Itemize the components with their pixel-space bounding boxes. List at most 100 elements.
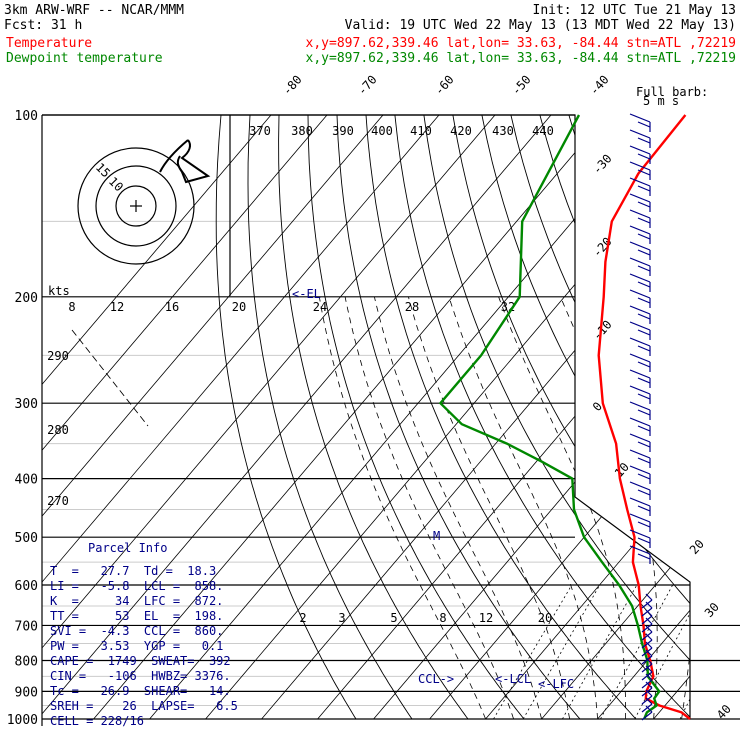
hodograph-axis-label: 20 xyxy=(232,300,246,314)
wind-barb-flag xyxy=(637,249,651,256)
wind-barb-flag xyxy=(645,601,653,609)
isotherm xyxy=(597,115,690,720)
wind-barb-flag xyxy=(629,465,651,475)
wind-barb-staff xyxy=(641,647,653,657)
theta-label: 420 xyxy=(450,124,472,138)
isotherm xyxy=(317,115,690,720)
wind-barb-flag xyxy=(637,137,651,144)
wind-barb-flag xyxy=(637,441,651,448)
wind-barb-flag xyxy=(645,649,653,657)
hodograph-axis-label: 12 xyxy=(110,300,124,314)
valid-time: Valid: 19 UTC Wed 22 May 13 (13 MDT Wed … xyxy=(345,18,736,33)
wind-barb-staff xyxy=(641,711,653,721)
theta-labels: 370 380 390 400 410 420 430 440 290 280 270 xyxy=(47,124,554,508)
wind-barb-flag xyxy=(637,489,651,496)
theta-e-label: 280 xyxy=(47,423,69,437)
hodograph-axis-label: 24 xyxy=(313,300,327,314)
isotherm xyxy=(42,115,272,720)
wind-barb-flag xyxy=(637,393,651,400)
dry-adiabat xyxy=(510,115,690,720)
wind-barb-flag xyxy=(629,209,651,219)
wind-barb-flag xyxy=(645,657,653,665)
parcel-info-line: T = 27.7 Td = 18.3 xyxy=(50,564,216,578)
level-marker: <-LCL xyxy=(495,672,531,686)
mixing-ratio-line xyxy=(522,584,601,720)
theta-label: 390 xyxy=(332,124,354,138)
pressure-label-400: 400 xyxy=(15,473,38,488)
parcel-info-line: PW = 3.53 YGP = 0.1 xyxy=(50,639,223,653)
pressure-label-300: 300 xyxy=(15,397,38,412)
temperature-tick-label: -70 xyxy=(355,73,380,98)
wind-barb-staff xyxy=(641,679,653,689)
moist-adiabat xyxy=(344,296,514,720)
isotherm xyxy=(205,115,690,720)
isotherm xyxy=(541,115,690,720)
dry-adiabat xyxy=(365,115,637,720)
wind-barb-flag xyxy=(645,705,653,713)
parcel-info-line: K = 34 LFC = 872. xyxy=(50,594,223,608)
mixing-ratio-label: 20 xyxy=(538,611,552,625)
wind-scale-value: 5 m s xyxy=(643,94,679,108)
wind-barb-staff xyxy=(641,639,653,649)
wind-barb-flag xyxy=(629,145,651,155)
moist-adiabat xyxy=(374,296,542,720)
wind-scale-label: Full barb: xyxy=(636,85,708,99)
wind-barb-flag xyxy=(637,217,651,224)
moist-adiabat xyxy=(710,297,740,719)
wind-barbs: Full barb:5 m s xyxy=(629,85,708,721)
parcel-info-line: SVI = -4.3 CCL = 860. xyxy=(50,624,223,638)
pressure-label-1000: 1000 xyxy=(7,713,38,728)
dry-adiabat xyxy=(481,115,690,720)
dewpoint-trace xyxy=(439,114,661,720)
parcel-info-line: Tc = 26.9 SHEAR= 14. xyxy=(50,684,231,698)
wind-barb-flag xyxy=(645,665,653,673)
wind-barb-flag xyxy=(629,337,651,347)
dry-adiabat xyxy=(336,115,581,720)
wind-barb-staff xyxy=(641,695,653,705)
pressure-label-600: 600 xyxy=(15,579,38,594)
mixing-ratio-line xyxy=(493,584,573,720)
parcel-info-box: Parcel Info T = 27.7 Td = 18.3LI = -5.8 L… xyxy=(50,541,238,728)
parcel-info-line: CAPE = 1749 SWEAT= 392 xyxy=(50,654,231,668)
isotherm xyxy=(429,115,690,720)
wind-barb-flag xyxy=(637,153,651,160)
isotherm xyxy=(653,115,690,720)
wind-barb-flag xyxy=(637,377,651,384)
temperature-tick-label: 10 xyxy=(612,460,632,480)
dry-adiabat xyxy=(539,115,690,720)
hodograph-ring xyxy=(115,185,157,227)
isobars xyxy=(41,114,740,726)
wind-barb-flag xyxy=(629,449,651,459)
wind-barb-flag xyxy=(629,481,651,491)
wind-barb-flag xyxy=(645,641,653,649)
wind-barb-flag xyxy=(637,265,651,272)
hodograph-ring xyxy=(77,147,195,265)
isotherm xyxy=(373,115,690,720)
wind-barb-flag xyxy=(629,305,651,315)
wind-barb-staff xyxy=(641,623,653,633)
wind-barb-staff xyxy=(641,599,653,609)
wind-barb-flag xyxy=(629,225,651,235)
theta-label: 400 xyxy=(371,124,393,138)
temperature-legend: Temperature xyxy=(6,36,92,51)
wind-barb-flag xyxy=(637,473,651,480)
dry-adiabat xyxy=(452,115,690,720)
temperature-tick-label: 20 xyxy=(687,537,707,557)
wind-barb-flag xyxy=(637,505,651,512)
theta-label: 430 xyxy=(492,124,514,138)
hodograph-ring-label: 15 xyxy=(93,160,113,180)
dry-adiabat xyxy=(655,115,690,720)
wind-barb-flag xyxy=(637,121,651,128)
temperature-tick-label: -80 xyxy=(280,73,305,98)
pressure-label-200: 200 xyxy=(15,291,38,306)
forecast-hour: Fcst: 31 h xyxy=(4,18,82,33)
wind-barb-flag xyxy=(629,513,651,523)
wind-barb-flag xyxy=(629,417,651,427)
theta-label: 410 xyxy=(410,124,432,138)
wind-barb-flag xyxy=(629,497,651,507)
hodograph-axis-label: 8 xyxy=(68,300,75,314)
moist-adiabat xyxy=(498,296,626,719)
level-marker: M xyxy=(433,529,440,543)
parcel-info-line: LI = -5.8 LCL = 858. xyxy=(50,579,223,593)
